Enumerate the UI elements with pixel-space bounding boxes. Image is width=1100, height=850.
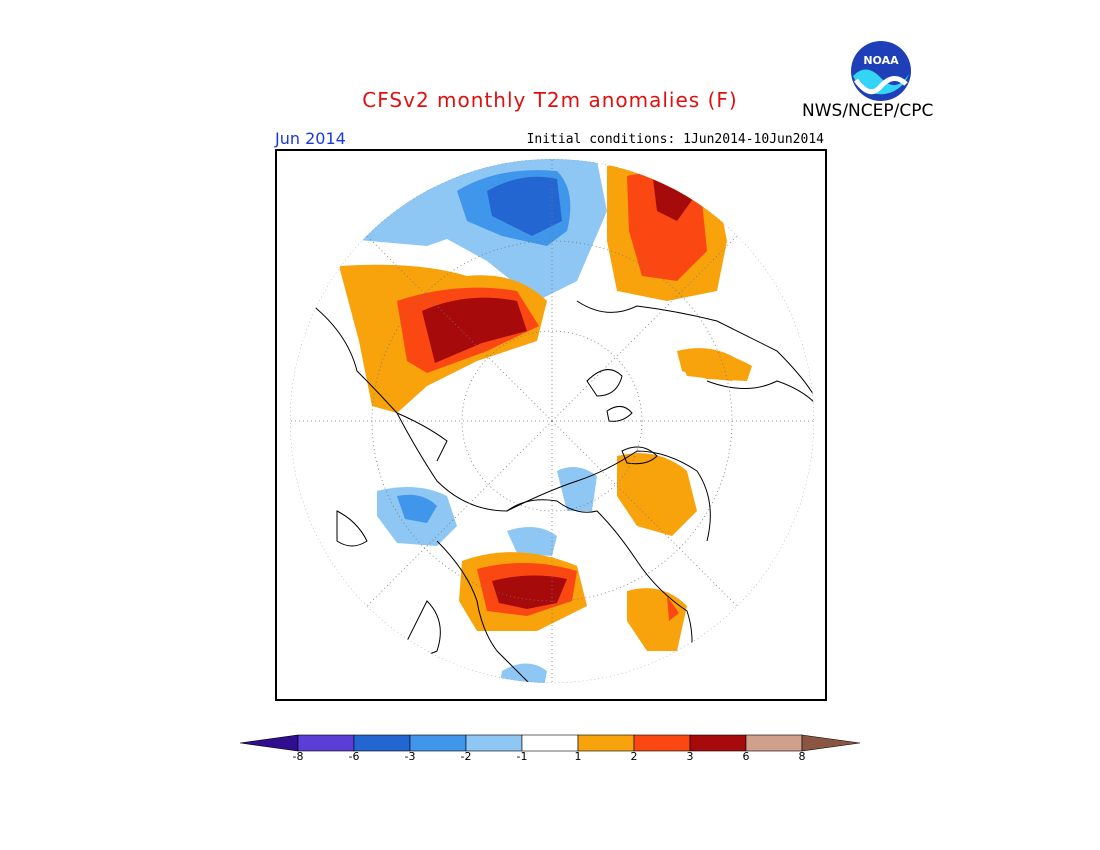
legend-swatch — [633, 734, 691, 752]
legend-tick-label: -3 — [404, 750, 416, 763]
coastlines — [306, 300, 814, 683]
legend-tick-label: -1 — [516, 750, 528, 763]
graticule — [290, 159, 814, 683]
anomaly-region-eastern-canada — [617, 453, 697, 536]
initial-conditions: Initial conditions: 1Jun2014-10Jun2014 — [526, 132, 824, 147]
legend-swatch — [521, 734, 579, 752]
legend-tick-label: -6 — [348, 750, 360, 763]
anomaly-region-east-siberia-peak — [492, 575, 567, 609]
legend-swatch — [689, 734, 747, 752]
anomaly-region-scandinavia — [677, 350, 752, 381]
legend-tick-label: 3 — [686, 750, 694, 763]
legend-swatch — [577, 734, 635, 752]
anomaly-region-north-pacific — [497, 663, 547, 683]
anomaly-region-north-atlantic-peak — [487, 176, 562, 236]
color-legend — [240, 734, 860, 752]
anomaly-region-bering — [557, 467, 597, 511]
legend-swatch — [409, 734, 467, 752]
legend-tick-label: 1 — [574, 750, 582, 763]
noaa-logo: NOAA — [851, 41, 911, 101]
map-title: CFSv2 monthly T2m anomalies (F) — [362, 88, 738, 112]
legend-swatch — [465, 734, 523, 752]
legend-swatch-high-end — [801, 734, 860, 752]
legend-swatch-low-end — [240, 734, 299, 752]
legend-tick-label: 2 — [630, 750, 638, 763]
anomaly-region-greenland — [627, 588, 687, 651]
anomaly-region-arctic-canada-core — [397, 494, 437, 523]
anomaly-region-greenland-core — [667, 596, 679, 621]
legend-tick-label: -2 — [460, 750, 472, 763]
agency-label: NWS/NCEP/CPC — [802, 101, 934, 121]
legend-tick-label: 6 — [742, 750, 750, 763]
logo-text: NOAA — [863, 54, 899, 67]
legend-swatch — [745, 734, 803, 752]
legend-swatch — [353, 734, 411, 752]
forecast-period: Jun 2014 — [275, 129, 346, 148]
legend-tick-label: -8 — [292, 750, 304, 763]
anomaly-region-alaska — [507, 527, 557, 556]
anomaly-region-north-africa-peak — [422, 297, 527, 363]
map-canvas — [290, 159, 814, 683]
legend-tick-label: 8 — [798, 750, 806, 763]
polar-map — [275, 149, 827, 701]
legend-swatch — [297, 734, 355, 752]
